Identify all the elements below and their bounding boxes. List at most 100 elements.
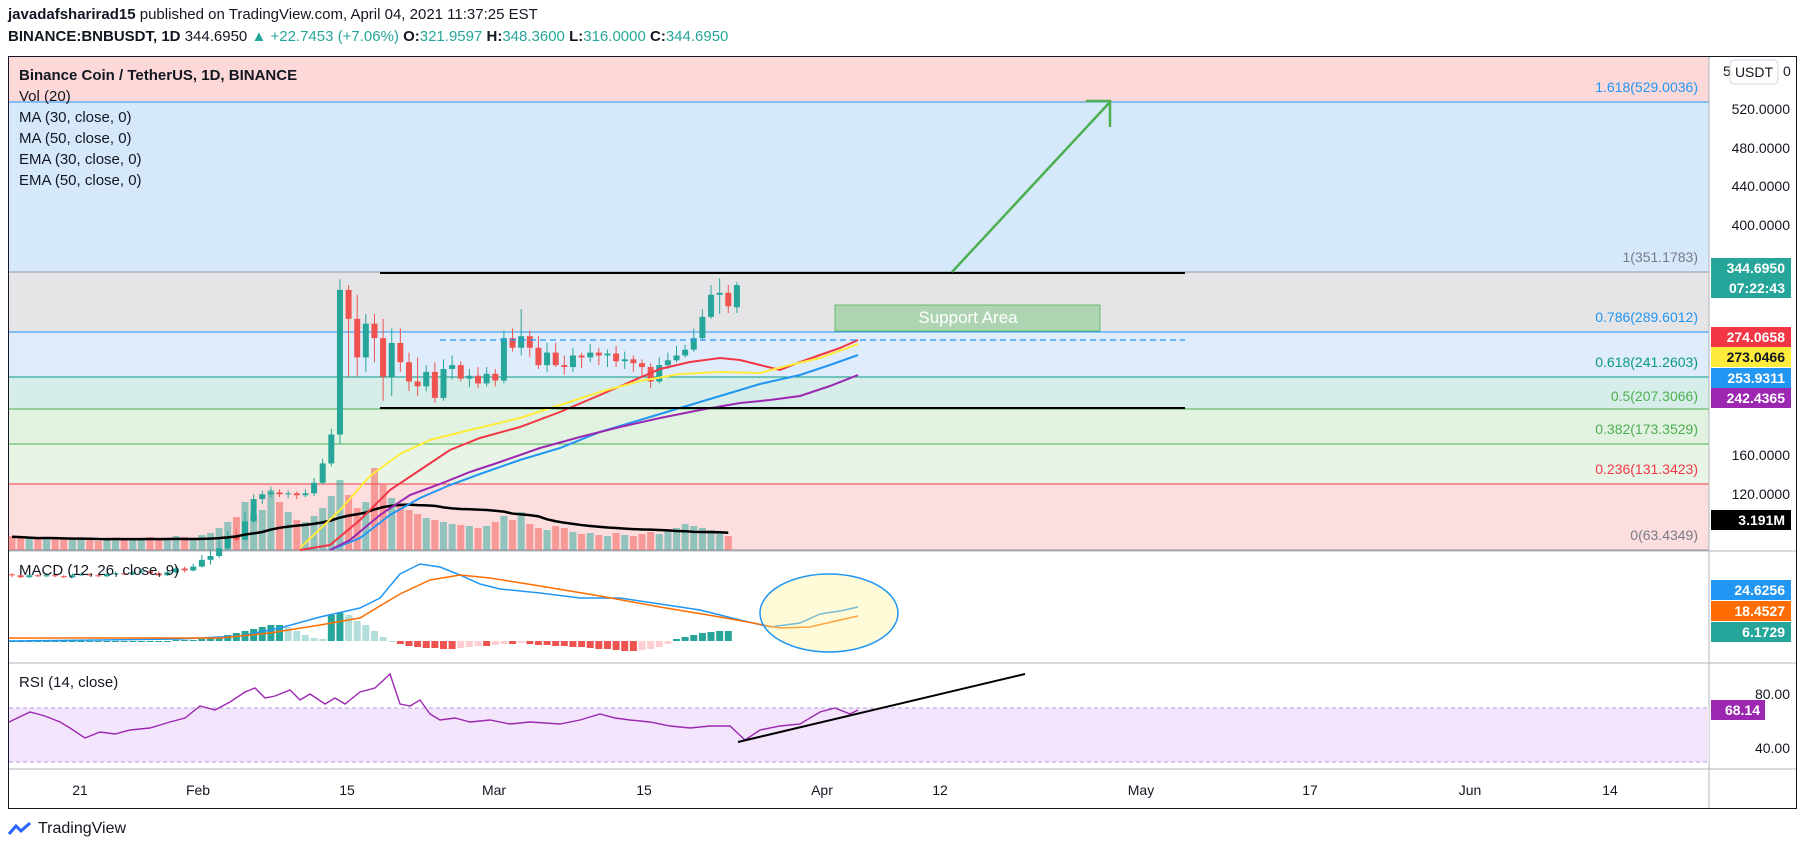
legend-macd[interactable]: MACD (12, 26, close, 9)	[19, 562, 180, 579]
candle-body[interactable]	[578, 355, 585, 358]
legend-ema50[interactable]: EMA (50, close, 0)	[19, 172, 142, 189]
candle-body[interactable]	[60, 576, 67, 578]
candle-body[interactable]	[526, 336, 533, 348]
candle-body[interactable]	[431, 371, 438, 398]
macd-histogram-bar	[60, 641, 68, 642]
candle-body[interactable]	[656, 365, 663, 382]
candle-body[interactable]	[725, 292, 732, 307]
candle-body[interactable]	[664, 360, 671, 366]
candle-body[interactable]	[69, 575, 76, 578]
candle-body[interactable]	[561, 365, 568, 368]
legend-ema30[interactable]: EMA (30, close, 0)	[19, 151, 142, 168]
candle-body[interactable]	[285, 493, 292, 495]
candle-body[interactable]	[733, 285, 740, 308]
candle-body[interactable]	[716, 292, 723, 295]
candle-body[interactable]	[43, 575, 50, 577]
candle-body[interactable]	[172, 568, 179, 573]
candle-body[interactable]	[259, 494, 266, 500]
candle-body[interactable]	[155, 573, 162, 576]
candle-body[interactable]	[354, 318, 361, 358]
candle-body[interactable]	[509, 338, 516, 348]
candle-body[interactable]	[103, 574, 110, 577]
candle-body[interactable]	[535, 347, 542, 366]
candle-body[interactable]	[518, 336, 525, 348]
candle-body[interactable]	[621, 359, 628, 362]
tradingview-logo[interactable]: TradingView	[8, 820, 126, 838]
projection-arrow[interactable]	[951, 101, 1111, 273]
candle-body[interactable]	[569, 355, 576, 368]
candle-body[interactable]	[708, 294, 715, 317]
candle-body[interactable]	[595, 352, 602, 356]
candle-body[interactable]	[17, 575, 24, 578]
candle-body[interactable]	[500, 338, 507, 381]
candle-body[interactable]	[336, 289, 343, 435]
candle-body[interactable]	[440, 368, 447, 398]
candle-body[interactable]	[362, 323, 369, 358]
support-area-box[interactable]	[834, 304, 1101, 332]
candle-body[interactable]	[466, 375, 473, 379]
candle-body[interactable]	[345, 289, 352, 319]
candle-body[interactable]	[52, 575, 59, 577]
legend-ma50[interactable]: MA (50, close, 0)	[19, 130, 132, 147]
candle-body[interactable]	[405, 362, 412, 382]
candle-body[interactable]	[630, 359, 637, 364]
candle-body[interactable]	[371, 323, 378, 339]
candle-body[interactable]	[138, 571, 145, 573]
candle-body[interactable]	[492, 373, 499, 381]
candle-body[interactable]	[129, 572, 136, 575]
candle-body[interactable]	[638, 363, 645, 368]
candle-body[interactable]	[414, 381, 421, 387]
candle-body[interactable]	[388, 342, 395, 377]
candle-body[interactable]	[190, 566, 197, 571]
candle-body[interactable]	[78, 574, 85, 576]
candle-body[interactable]	[699, 316, 706, 339]
candle-body[interactable]	[483, 373, 490, 384]
candle-body[interactable]	[95, 575, 102, 577]
candle-body[interactable]	[86, 574, 93, 576]
candle-body[interactable]	[475, 375, 482, 384]
candle-body[interactable]	[276, 492, 283, 495]
currency-button-label[interactable]: USDT	[1735, 64, 1774, 80]
candle-body[interactable]	[164, 572, 171, 576]
candle-body[interactable]	[613, 353, 620, 362]
candle-body[interactable]	[423, 371, 430, 387]
candle-body[interactable]	[147, 571, 154, 574]
candle-body[interactable]	[26, 575, 33, 578]
currency-button[interactable]	[1729, 59, 1779, 85]
candle-body[interactable]	[319, 463, 326, 483]
candle-body[interactable]	[682, 349, 689, 356]
legend-vol[interactable]: Vol (20)	[19, 88, 71, 105]
candle-body[interactable]	[181, 568, 188, 571]
candle-body[interactable]	[328, 434, 335, 464]
candle-body[interactable]	[9, 574, 15, 576]
candle-body[interactable]	[250, 499, 257, 522]
candle-body[interactable]	[112, 573, 119, 575]
candle-body[interactable]	[673, 355, 680, 361]
candle-body[interactable]	[397, 342, 404, 363]
candle-body[interactable]	[604, 353, 611, 356]
rsi-trendline[interactable]	[737, 673, 1026, 743]
candle-body[interactable]	[34, 575, 41, 577]
candle-body[interactable]	[544, 352, 551, 366]
candle-body[interactable]	[690, 338, 697, 350]
volume-bar	[526, 524, 534, 550]
candle-body[interactable]	[647, 367, 654, 382]
candle-body[interactable]	[457, 365, 464, 379]
candle-body[interactable]	[216, 548, 223, 556]
candle-body[interactable]	[293, 493, 300, 496]
candle-body[interactable]	[380, 338, 387, 377]
candle-body[interactable]	[449, 365, 456, 369]
author-name[interactable]: javadafsharirad15	[8, 6, 136, 23]
candle-body[interactable]	[121, 573, 128, 575]
candle-body[interactable]	[198, 559, 205, 567]
candle-body[interactable]	[207, 555, 214, 560]
legend-ma30[interactable]: MA (30, close, 0)	[19, 109, 132, 126]
candle-body[interactable]	[311, 482, 318, 494]
macd-histogram-bar	[621, 641, 629, 651]
legend-rsi[interactable]: RSI (14, close)	[19, 674, 119, 691]
candle-body[interactable]	[587, 352, 594, 358]
macd-highlight-ellipse[interactable]	[759, 573, 899, 653]
candle-body[interactable]	[552, 352, 559, 366]
candle-body[interactable]	[302, 493, 309, 496]
